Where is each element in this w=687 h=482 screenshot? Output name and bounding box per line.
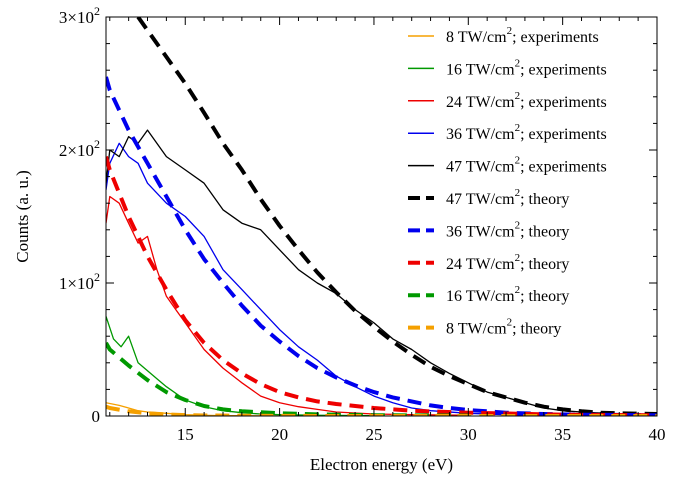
legend-label-9: 8 TW/cm2; theory (446, 317, 561, 338)
plot-series-group (106, 17, 657, 416)
y-tick-label: 1×102 (59, 270, 100, 293)
axes-group: 15 20 25 30 35 40 0 1×102 2×102 3×102 (59, 4, 666, 444)
series-line-1 (106, 316, 375, 416)
series-line-7 (106, 156, 657, 416)
legend-label-4: 47 TW/cm2; experiments (446, 155, 607, 176)
legend-label-6: 36 TW/cm2; theory (446, 219, 569, 240)
plot-frame (105, 16, 658, 417)
legend-label-0: 8 TW/cm2; experiments (446, 25, 599, 46)
x-axis-title: Electron energy (eV) (310, 455, 453, 474)
series-line-2 (106, 195, 469, 416)
legend-label-5: 47 TW/cm2; theory (446, 187, 569, 208)
x-tick-label: 40 (649, 425, 666, 444)
y-tick-label: 3×102 (59, 4, 100, 27)
x-tick-label: 35 (554, 425, 571, 444)
legend-label-8: 16 TW/cm2; theory (446, 284, 569, 305)
x-tick-label: 30 (460, 425, 477, 444)
legend: 8 TW/cm2; experiments 16 TW/cm2; experime… (408, 25, 607, 338)
series-line-9 (106, 404, 657, 416)
series-line-3 (106, 142, 563, 416)
x-tick-label: 15 (177, 425, 194, 444)
x-tick-label: 25 (365, 425, 382, 444)
series-line-6 (106, 76, 657, 416)
legend-label-7: 24 TW/cm2; theory (446, 252, 569, 273)
y-tick-label: 2×102 (59, 137, 100, 160)
legend-label-2: 24 TW/cm2; experiments (446, 90, 607, 111)
legend-label-1: 16 TW/cm2; experiments (446, 57, 607, 78)
x-tick-label: 20 (271, 425, 288, 444)
y-axis-title: Counts (a. u.) (13, 170, 32, 263)
y-tick-label: 0 (92, 407, 101, 426)
series-line-5 (136, 17, 657, 416)
legend-label-3: 36 TW/cm2; experiments (446, 122, 607, 143)
